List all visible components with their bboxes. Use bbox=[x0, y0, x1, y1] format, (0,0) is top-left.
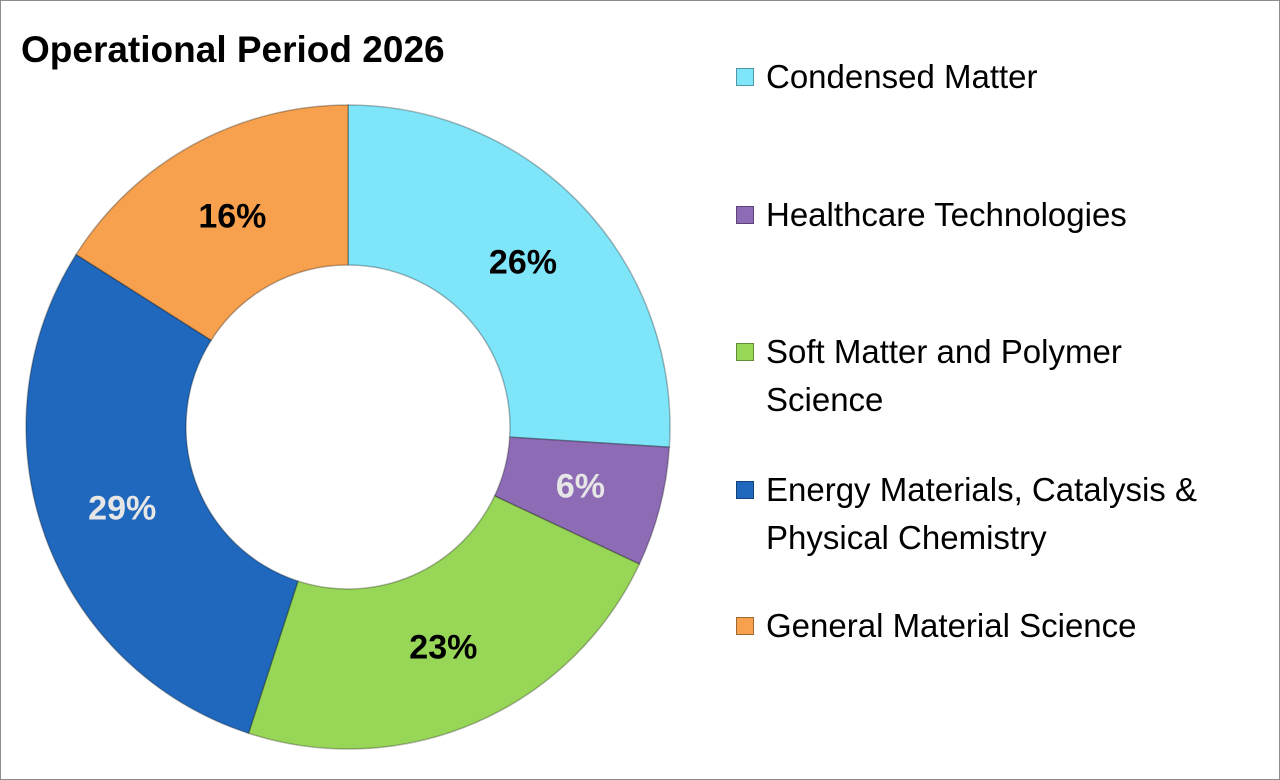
data-label-healthcare-technologies: 6% bbox=[556, 468, 605, 506]
donut-slice-condensed-matter bbox=[347, 104, 671, 449]
legend-label: Energy Materials, Catalysis & Physical C… bbox=[766, 471, 1197, 556]
data-label-soft-matter-and-polymer-science: 23% bbox=[409, 628, 477, 666]
legend-item-healthcare-technologies: Healthcare Technologies bbox=[736, 191, 1216, 239]
data-label-general-material-science: 16% bbox=[198, 198, 266, 236]
legend-swatch bbox=[736, 617, 754, 635]
donut-slice-general-material-science bbox=[75, 104, 349, 342]
legend-label: General Material Science bbox=[766, 607, 1137, 644]
legend-swatch bbox=[736, 68, 754, 86]
donut-slice-energy-materials-catalysis-physical-chemistry bbox=[25, 253, 299, 735]
chart-title: Operational Period 2026 bbox=[21, 29, 445, 70]
legend-swatch bbox=[736, 343, 754, 361]
legend-label: Soft Matter and Polymer Science bbox=[766, 333, 1122, 418]
legend-item-soft-matter: Soft Matter and Polymer Science bbox=[736, 328, 1186, 424]
legend: Condensed Matter Healthcare Technologies… bbox=[736, 1, 1216, 779]
legend-swatch bbox=[736, 206, 754, 224]
legend-item-energy-materials: Energy Materials, Catalysis & Physical C… bbox=[736, 466, 1216, 562]
data-label-condensed-matter: 26% bbox=[489, 244, 557, 282]
legend-swatch bbox=[736, 481, 754, 499]
data-label-energy-materials-catalysis-physical-chemistry: 29% bbox=[88, 489, 156, 527]
donut-slice-soft-matter-and-polymer-science bbox=[247, 494, 641, 750]
donut-slice-healthcare-technologies bbox=[493, 436, 671, 566]
legend-label: Condensed Matter bbox=[766, 58, 1038, 95]
donut-value-labels: 26% 6% 23% 29% 16% bbox=[88, 198, 605, 667]
legend-label: Healthcare Technologies bbox=[766, 196, 1127, 233]
legend-item-condensed-matter: Condensed Matter bbox=[736, 53, 1216, 101]
donut-slices bbox=[25, 104, 671, 750]
legend-item-general-material-science: General Material Science bbox=[736, 602, 1216, 650]
